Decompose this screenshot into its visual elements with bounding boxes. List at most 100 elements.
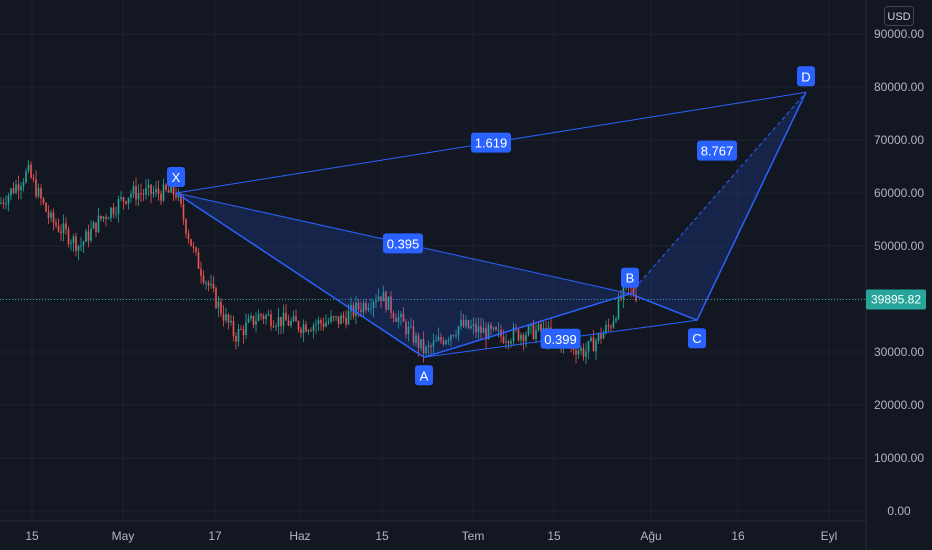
candle-body bbox=[15, 184, 17, 193]
currency-button[interactable]: USD bbox=[884, 6, 914, 26]
candle-body bbox=[590, 337, 592, 341]
pattern-point-d[interactable]: D bbox=[801, 69, 810, 84]
candle-body bbox=[230, 320, 232, 323]
candle-body bbox=[70, 242, 72, 244]
candle-body bbox=[355, 302, 357, 316]
candle-body bbox=[137, 193, 140, 200]
candle-body bbox=[77, 245, 80, 251]
price-axis-label: 90000.00 bbox=[874, 27, 924, 41]
candle-body bbox=[182, 204, 185, 220]
pattern-point-c[interactable]: C bbox=[692, 331, 701, 346]
candle-body bbox=[490, 324, 492, 329]
pattern-point-a[interactable]: A bbox=[420, 368, 429, 383]
candle-body bbox=[262, 315, 265, 320]
candle-body bbox=[277, 316, 280, 327]
candle-body bbox=[360, 309, 362, 312]
pattern-ratio-line-dashed bbox=[629, 91, 807, 295]
candle-body bbox=[172, 185, 175, 195]
candle-body bbox=[430, 345, 432, 347]
candle-body bbox=[107, 218, 110, 220]
candle-body bbox=[335, 316, 337, 318]
pattern-point-bg[interactable] bbox=[621, 267, 639, 288]
time-axis-label: 15 bbox=[547, 529, 561, 543]
candle-body bbox=[197, 251, 200, 269]
pattern-point-bg[interactable] bbox=[688, 328, 706, 349]
pattern-point-b[interactable]: B bbox=[626, 271, 635, 286]
candle-body bbox=[47, 211, 50, 218]
candle-body bbox=[55, 222, 57, 226]
candle-body bbox=[40, 188, 42, 199]
candle-body bbox=[105, 216, 107, 219]
candle-body bbox=[2, 202, 5, 204]
ratio-label: 1.619 bbox=[475, 136, 508, 151]
candle-body bbox=[235, 336, 237, 342]
candle-body bbox=[145, 188, 147, 195]
time-axis-label: May bbox=[112, 529, 135, 543]
pattern-point-bg[interactable] bbox=[797, 66, 815, 87]
pattern-point-x[interactable]: X bbox=[172, 170, 181, 185]
candle-body bbox=[190, 239, 192, 247]
candle-body bbox=[422, 339, 425, 354]
candle-body bbox=[610, 326, 612, 328]
candle-body bbox=[157, 188, 160, 194]
candle-body bbox=[95, 222, 97, 232]
price-axis-label: 10000.00 bbox=[874, 451, 924, 465]
time-axis[interactable]: 15 May 17 Haz 15 Tem 15 Ağu 16 Eyl bbox=[25, 529, 837, 543]
candle-body bbox=[37, 188, 40, 197]
candle-body bbox=[605, 325, 607, 333]
candle-body bbox=[532, 323, 535, 339]
candle-body bbox=[232, 320, 235, 337]
candle-body bbox=[25, 171, 27, 183]
pattern-point-bg[interactable] bbox=[167, 167, 185, 187]
candle-body bbox=[375, 300, 377, 303]
candle-body bbox=[512, 327, 515, 342]
grid-lines bbox=[0, 0, 866, 521]
candle-body bbox=[147, 184, 150, 189]
candle-body bbox=[537, 323, 540, 330]
price-axis[interactable]: 90000.00 80000.00 70000.00 60000.00 50000.00… bbox=[874, 27, 924, 518]
candle-body bbox=[540, 323, 542, 332]
candle-body bbox=[527, 325, 530, 336]
candle-body bbox=[442, 340, 445, 344]
candle-body bbox=[45, 202, 47, 212]
xabcd-pattern[interactable]: 1.619 0.395 0.399 8.767 X A B C D bbox=[167, 66, 815, 386]
candle-body bbox=[92, 222, 95, 229]
candle-body bbox=[212, 283, 215, 289]
candle-body bbox=[580, 348, 582, 351]
candle-body bbox=[75, 236, 77, 251]
candle-body bbox=[310, 330, 312, 332]
time-axis-label: Ağu bbox=[640, 529, 661, 543]
candle-body bbox=[120, 197, 122, 200]
candle-body bbox=[290, 320, 292, 326]
candle-body bbox=[600, 333, 602, 339]
candle-body bbox=[250, 315, 252, 319]
price-axis-label: 20000.00 bbox=[874, 398, 924, 412]
candle-body bbox=[27, 164, 30, 172]
candle-body bbox=[110, 207, 112, 219]
candle-body bbox=[517, 329, 520, 341]
pattern-point-bg[interactable] bbox=[415, 365, 433, 386]
candle-body bbox=[457, 326, 460, 336]
candle-body bbox=[535, 329, 537, 339]
candle-body bbox=[495, 327, 497, 330]
candle-body bbox=[417, 335, 420, 348]
candle-body bbox=[395, 318, 397, 322]
candle-body bbox=[175, 194, 177, 198]
candle-body bbox=[42, 198, 45, 203]
candle-body bbox=[325, 322, 327, 327]
candle-body bbox=[287, 320, 290, 326]
candle-body bbox=[372, 302, 375, 309]
candle-body bbox=[432, 341, 435, 347]
candle-body bbox=[292, 316, 295, 321]
candle-body bbox=[240, 329, 242, 331]
candle-body bbox=[450, 335, 452, 340]
candle-body bbox=[210, 283, 212, 286]
candle-body bbox=[100, 215, 102, 219]
time-axis-label: 15 bbox=[25, 529, 39, 543]
candle-body bbox=[412, 326, 415, 343]
candle-body bbox=[220, 301, 222, 314]
candle-body bbox=[260, 314, 262, 316]
candle-body bbox=[275, 326, 277, 328]
candle-body bbox=[217, 301, 220, 308]
